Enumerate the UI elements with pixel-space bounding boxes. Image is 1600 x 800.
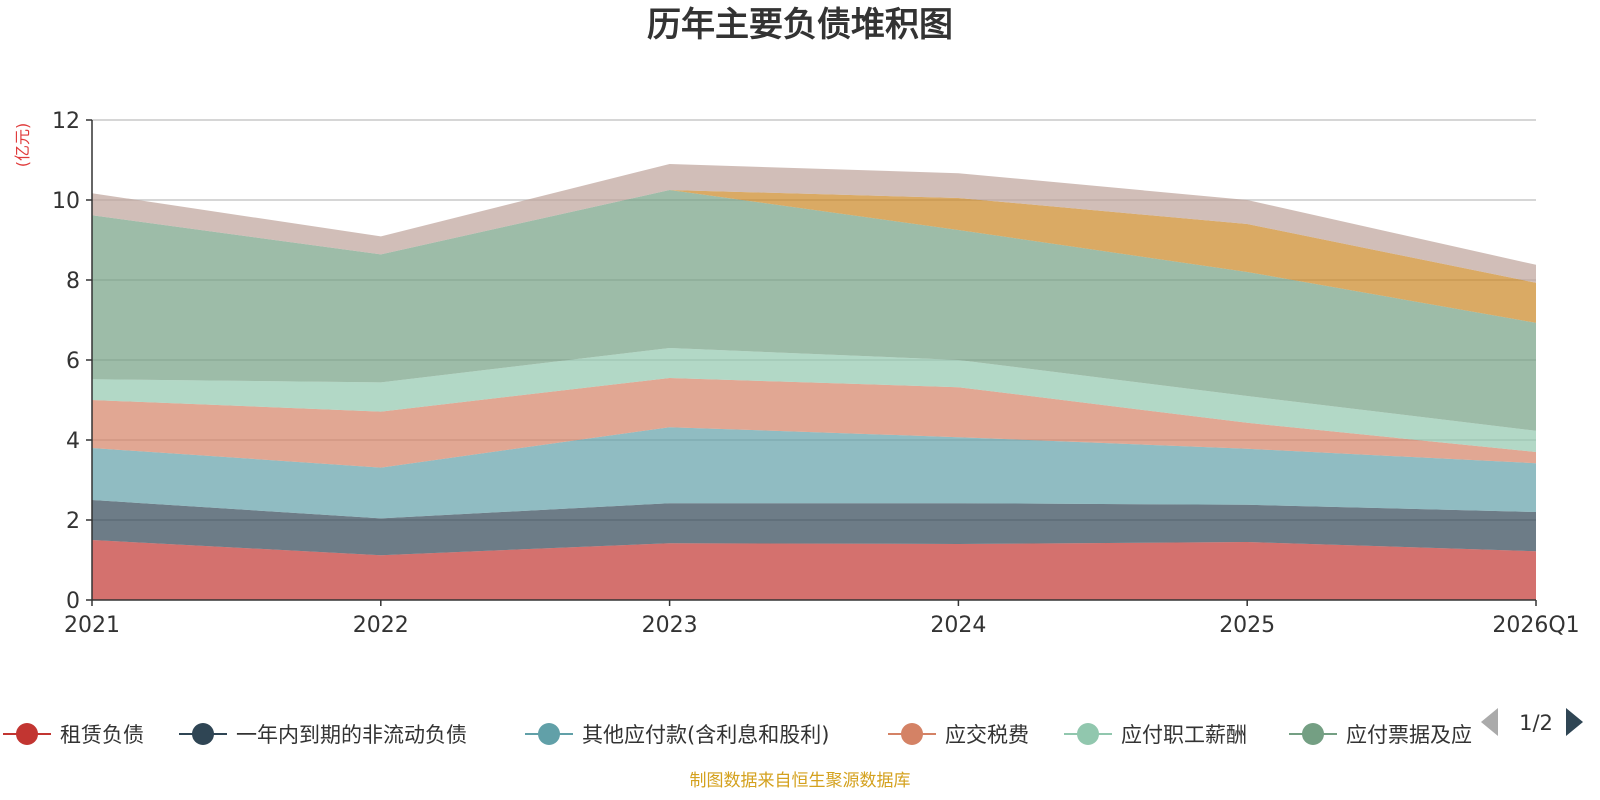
- legend-marker-icon: [192, 723, 214, 745]
- y-tick-label: 12: [52, 109, 80, 134]
- x-tick-label: 2021: [64, 613, 120, 638]
- legend-marker-icon: [901, 723, 923, 745]
- source-note: 制图数据来自恒生聚源数据库: [690, 771, 911, 791]
- legend-marker-icon: [1302, 723, 1324, 745]
- legend-marker-icon: [16, 723, 38, 745]
- y-tick-label: 8: [66, 269, 80, 294]
- y-tick-label: 0: [66, 589, 80, 614]
- legend-prev-page-icon[interactable]: [1481, 708, 1498, 736]
- legend-label: 租赁负债: [60, 723, 144, 747]
- chart-title: 历年主要负债堆积图: [647, 5, 953, 45]
- legend-page-indicator: 1/2: [1519, 711, 1553, 735]
- legend-next-page-icon[interactable]: [1566, 708, 1583, 736]
- x-tick-label: 2026Q1: [1492, 613, 1579, 638]
- legend: 租赁负债 一年内到期的非流动负债 其他应付款(含利息和股利) 应交税费 应付职工薪酬 应付…: [3, 723, 1472, 747]
- legend-item-5[interactable]: 应付票据及应: [1289, 723, 1472, 747]
- y-tick-label: 4: [66, 429, 80, 454]
- y-tick-label: 2: [66, 509, 80, 534]
- legend-item-0[interactable]: 租赁负债: [3, 723, 144, 747]
- y-axis-unit-label: (亿元): [13, 123, 32, 168]
- stacked-areas: [92, 164, 1536, 600]
- y-tick-label: 6: [66, 349, 80, 374]
- legend-pager: 1/2: [1481, 708, 1583, 736]
- area-series-1: [92, 500, 1536, 556]
- area-series-5: [92, 190, 1536, 431]
- x-tick-label: 2023: [642, 613, 698, 638]
- area-series-7: [92, 164, 1536, 283]
- legend-marker-icon: [538, 723, 560, 745]
- legend-label: 应付职工薪酬: [1121, 723, 1247, 747]
- area-series-4: [92, 348, 1536, 452]
- legend-item-4[interactable]: 应付职工薪酬: [1064, 723, 1247, 747]
- x-tick-label: 2024: [930, 613, 986, 638]
- legend-label: 其他应付款(含利息和股利): [582, 723, 829, 747]
- y-tick-label: 10: [52, 189, 80, 214]
- legend-label: 应交税费: [945, 723, 1029, 747]
- area-series-6: [92, 190, 1536, 323]
- legend-item-2[interactable]: 其他应付款(含利息和股利): [525, 723, 829, 747]
- legend-marker-icon: [1077, 723, 1099, 745]
- legend-item-1[interactable]: 一年内到期的非流动负债: [179, 723, 467, 747]
- area-series-2: [92, 427, 1536, 519]
- x-tick-label: 2022: [353, 613, 409, 638]
- area-series-0: [92, 540, 1536, 600]
- legend-label: 应付票据及应: [1346, 723, 1472, 747]
- axes: 0 2 4 6 8 10 12 2021 2022 2023 2024 2025 2026Q1: [52, 109, 1580, 638]
- area-series-3: [92, 378, 1536, 468]
- x-tick-label: 2025: [1219, 613, 1275, 638]
- legend-label: 一年内到期的非流动负债: [236, 723, 467, 747]
- legend-item-3[interactable]: 应交税费: [888, 723, 1029, 747]
